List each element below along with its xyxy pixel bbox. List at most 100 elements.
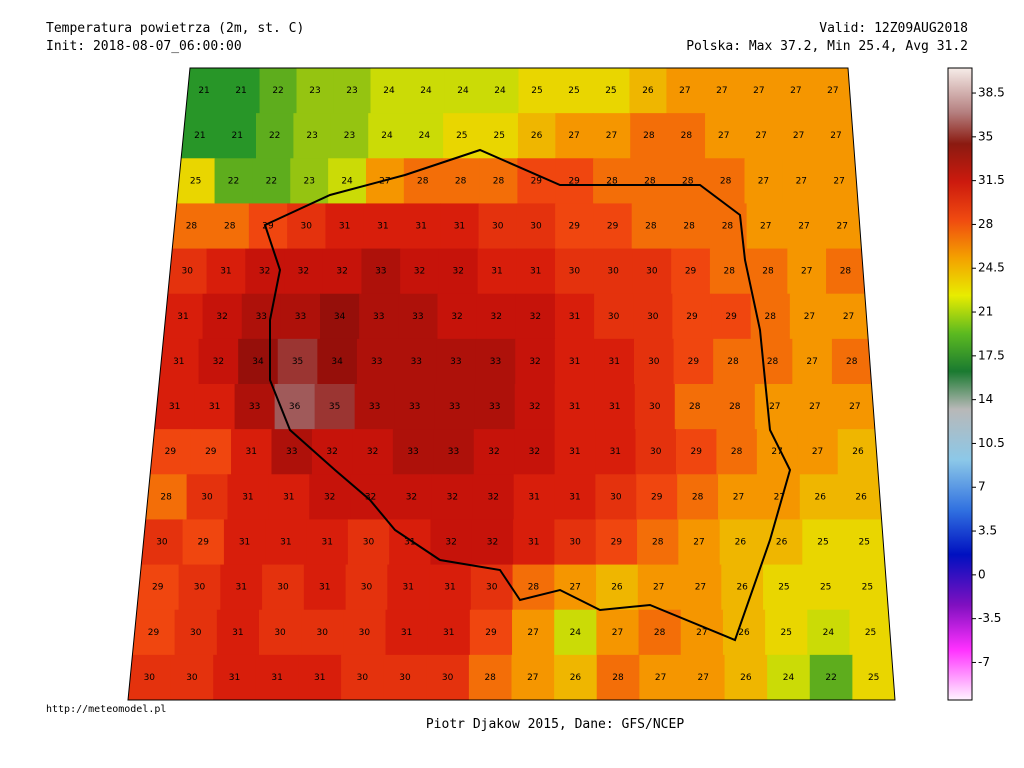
temperature-cell (383, 654, 427, 700)
temperature-label: 26 (735, 538, 747, 548)
temperature-cell (514, 384, 556, 430)
temperature-label: 23 (344, 131, 355, 141)
temperature-cell (636, 474, 678, 520)
temperature-cell (198, 338, 239, 385)
temperature-cell (441, 158, 481, 204)
temperature-label: 33 (490, 357, 501, 367)
temperature-label: 25 (190, 176, 201, 186)
temperature-cell (797, 429, 839, 475)
temperature-label: 35 (329, 402, 340, 412)
temperature-cell (402, 203, 441, 250)
temperature-label: 31 (169, 402, 180, 412)
colorbar-label: 31.5 (978, 173, 1005, 187)
temperature-label: 30 (144, 673, 156, 683)
temperature-label: 28 (417, 176, 429, 186)
temperature-label: 26 (815, 492, 827, 502)
temperature-label: 27 (568, 131, 579, 141)
temperature-label: 26 (570, 673, 582, 683)
temperature-label: 28 (528, 583, 540, 593)
temperature-cell (706, 158, 746, 204)
temperature-cell (343, 609, 386, 656)
temperature-label: 27 (827, 86, 838, 96)
temperature-cell (554, 564, 597, 611)
temperature-cell (258, 609, 302, 656)
temperature-label: 22 (825, 673, 836, 683)
temperature-cell (555, 158, 594, 204)
temperature-cell (234, 384, 276, 430)
temperature-cell (469, 609, 513, 656)
temperature-cell (718, 474, 760, 520)
temperature-cell (817, 113, 856, 159)
temperature-label: 27 (716, 86, 727, 96)
temperature-label: 30 (190, 628, 202, 638)
temperature-label: 31 (608, 357, 619, 367)
temperature-cell (322, 248, 362, 295)
temperature-cell (637, 519, 679, 566)
temperature-label: 24 (381, 131, 393, 141)
temperature-cell (724, 654, 768, 700)
temperature-cell (596, 564, 639, 611)
temperature-cell (474, 384, 516, 430)
temperature-cell (554, 654, 598, 700)
temperature-label: 28 (224, 222, 236, 232)
temperature-label: 25 (605, 86, 616, 96)
temperature-cell (354, 384, 396, 430)
temperature-cell (400, 248, 440, 295)
temperature-cell (555, 203, 594, 250)
temperature-label: 25 (817, 538, 828, 548)
temperature-label: 22 (228, 176, 239, 186)
temperature-label: 31 (569, 402, 580, 412)
temperature-cell (849, 609, 893, 656)
temperature-cell (265, 519, 308, 566)
temperature-label: 30 (363, 538, 375, 548)
temperature-label: 32 (530, 312, 541, 322)
temperature-cell (444, 68, 482, 114)
temperature-cell (705, 113, 743, 159)
temperature-label: 32 (529, 402, 540, 412)
temperature-cell (132, 609, 176, 656)
temperature-cell (407, 68, 445, 114)
temperature-label: 32 (326, 447, 337, 457)
temperature-label: 33 (295, 312, 306, 322)
temperature-cell (473, 429, 515, 475)
temperature-label: 27 (527, 628, 538, 638)
temperature-cell (826, 248, 866, 295)
temperature-cell (214, 158, 253, 204)
temperature-label: 31 (283, 492, 294, 502)
temperature-cell (202, 293, 243, 340)
temperature-label: 33 (256, 312, 267, 322)
temperature-cell (632, 248, 672, 295)
temperature-cell (789, 293, 830, 340)
temperature-label: 30 (648, 357, 660, 367)
temperature-label: 21 (232, 131, 243, 141)
temperature-cell (794, 384, 836, 430)
temperature-cell (136, 564, 180, 611)
temperature-cell (554, 429, 596, 475)
temperature-label: 27 (812, 447, 823, 457)
temperature-cell (320, 293, 360, 340)
temperature-label: 27 (527, 673, 538, 683)
temperature-cell (630, 158, 670, 204)
temperature-label: 27 (655, 673, 666, 683)
temperature-label: 31 (229, 673, 240, 683)
temperature-cell (433, 429, 475, 475)
temperature-cell (668, 158, 708, 204)
temperature-cell (238, 338, 279, 385)
temperature-label: 31 (377, 222, 388, 232)
temperature-label: 24 (823, 628, 835, 638)
temperature-label: 32 (367, 447, 378, 457)
temperature-label: 29 (607, 222, 619, 232)
temperature-cell (389, 519, 431, 566)
temperature-cell (426, 654, 470, 700)
temperature-label: 33 (369, 402, 380, 412)
temperature-cell (763, 564, 806, 611)
temperature-label: 33 (412, 312, 423, 322)
temperature-cell (516, 203, 556, 250)
temperature-label: 28 (720, 176, 732, 186)
temperature-label: 30 (607, 267, 619, 277)
temperature-cell (437, 293, 478, 340)
temperature-label: 28 (689, 402, 701, 412)
temperature-label: 31 (444, 583, 455, 593)
temperature-cell (518, 68, 556, 114)
